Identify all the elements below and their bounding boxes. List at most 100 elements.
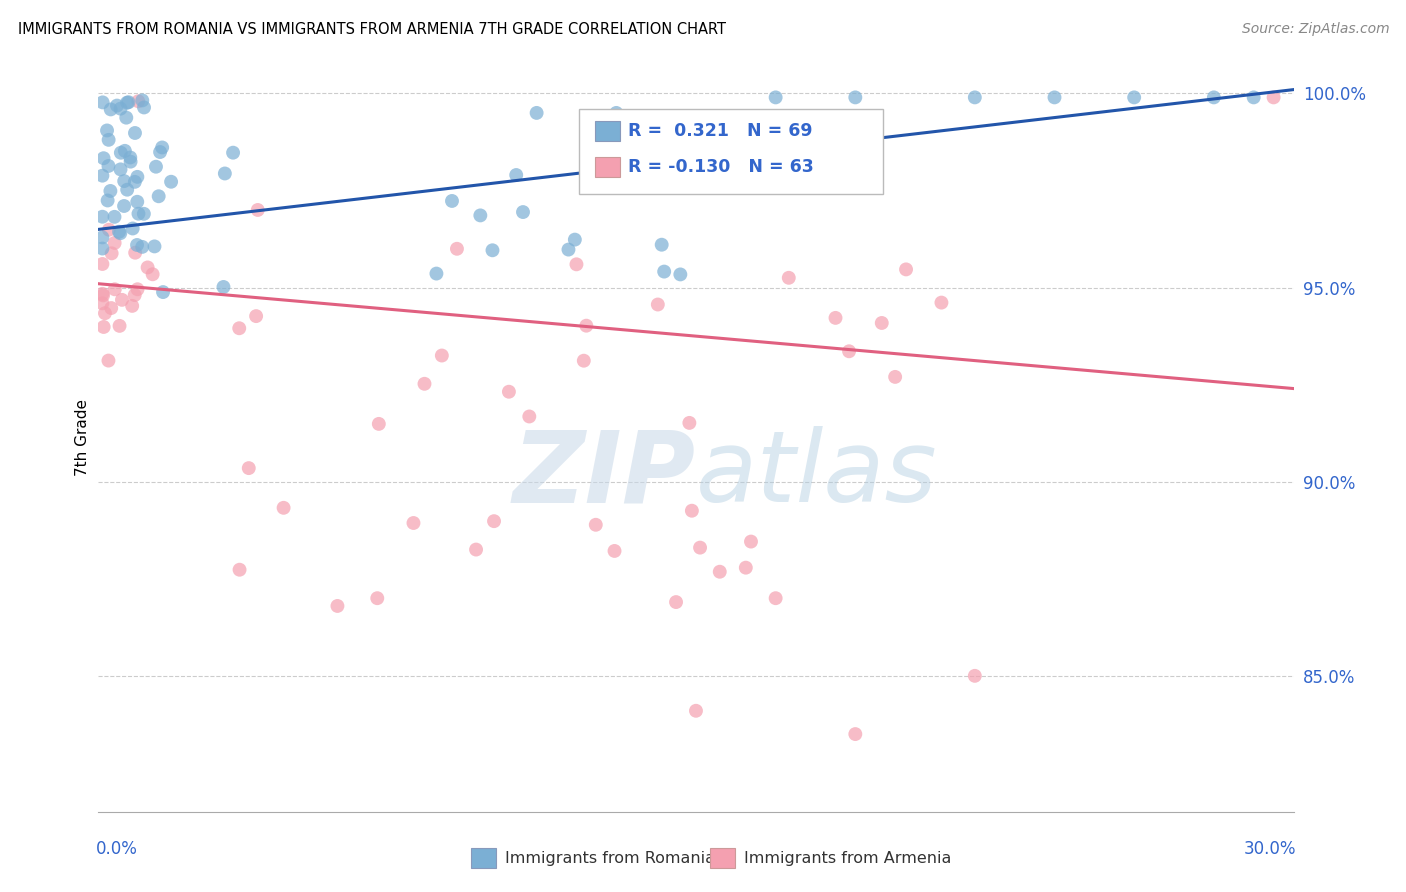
- Point: [565, 257, 588, 271]
- Point: [430, 349, 453, 363]
- Point: [440, 194, 463, 208]
- Point: [470, 208, 492, 222]
- Point: [238, 461, 260, 475]
- Point: [105, 98, 128, 112]
- Point: [931, 295, 953, 310]
- Point: [124, 288, 146, 302]
- Point: [91, 286, 114, 301]
- Point: [110, 226, 132, 240]
- Point: [97, 353, 120, 368]
- Point: [214, 166, 236, 180]
- Point: [605, 106, 627, 120]
- Point: [124, 175, 146, 189]
- Point: [884, 370, 907, 384]
- Text: atlas: atlas: [696, 426, 938, 523]
- Point: [124, 245, 146, 260]
- Point: [110, 145, 132, 160]
- Point: [152, 285, 174, 299]
- Point: [104, 282, 127, 296]
- Point: [110, 162, 132, 177]
- Point: [93, 151, 115, 165]
- Point: [413, 376, 436, 391]
- Point: [94, 306, 117, 320]
- Point: [131, 94, 153, 108]
- Point: [367, 417, 389, 431]
- Point: [112, 174, 135, 188]
- Point: [575, 318, 598, 333]
- Point: [678, 416, 700, 430]
- Point: [108, 225, 131, 239]
- Point: [145, 160, 167, 174]
- Point: [104, 235, 127, 250]
- Point: [246, 202, 269, 217]
- Point: [103, 210, 125, 224]
- Point: [127, 207, 149, 221]
- Point: [557, 243, 579, 257]
- Point: [127, 169, 149, 184]
- Point: [273, 500, 295, 515]
- Point: [870, 316, 893, 330]
- Point: [131, 240, 153, 254]
- Point: [127, 282, 149, 296]
- Point: [685, 704, 707, 718]
- Point: [91, 242, 114, 256]
- Point: [844, 727, 866, 741]
- Point: [963, 90, 986, 104]
- Point: [127, 95, 149, 109]
- Point: [844, 90, 866, 104]
- Point: [108, 318, 131, 333]
- Point: [125, 238, 148, 252]
- Point: [446, 242, 468, 256]
- Point: [1243, 90, 1265, 104]
- Point: [1202, 90, 1225, 104]
- Point: [498, 384, 520, 399]
- Text: 0.0%: 0.0%: [96, 840, 138, 858]
- Point: [115, 183, 138, 197]
- Point: [112, 199, 135, 213]
- Point: [100, 246, 122, 260]
- Point: [100, 103, 122, 117]
- Point: [669, 268, 692, 282]
- Point: [824, 310, 846, 325]
- Point: [91, 288, 114, 302]
- Point: [564, 233, 586, 247]
- Point: [1123, 90, 1146, 104]
- Text: Source: ZipAtlas.com: Source: ZipAtlas.com: [1241, 22, 1389, 37]
- Text: Immigrants from Armenia: Immigrants from Armenia: [744, 851, 950, 865]
- Point: [91, 296, 114, 310]
- Point: [148, 189, 170, 203]
- Point: [465, 542, 488, 557]
- Point: [512, 205, 534, 219]
- Point: [517, 409, 540, 424]
- Point: [585, 517, 607, 532]
- Text: 30.0%: 30.0%: [1244, 840, 1296, 858]
- Point: [91, 257, 114, 271]
- Point: [127, 194, 149, 209]
- Point: [117, 95, 139, 110]
- Point: [734, 560, 756, 574]
- Point: [93, 320, 115, 334]
- Point: [603, 544, 626, 558]
- Point: [481, 244, 503, 258]
- Text: Immigrants from Romania: Immigrants from Romania: [505, 851, 714, 865]
- Point: [963, 669, 986, 683]
- Point: [115, 95, 138, 110]
- Point: [124, 126, 146, 140]
- Point: [651, 237, 673, 252]
- Point: [765, 591, 787, 606]
- Point: [765, 90, 787, 104]
- Point: [91, 210, 114, 224]
- Point: [160, 175, 183, 189]
- Point: [114, 144, 136, 158]
- Point: [245, 309, 267, 323]
- Point: [136, 260, 159, 275]
- Point: [894, 262, 917, 277]
- Point: [97, 133, 120, 147]
- Point: [132, 207, 155, 221]
- Point: [402, 516, 425, 530]
- Point: [121, 299, 143, 313]
- Point: [91, 230, 114, 244]
- Point: [326, 599, 349, 613]
- Text: R =  0.321   N = 69: R = 0.321 N = 69: [628, 122, 813, 140]
- Point: [647, 297, 669, 311]
